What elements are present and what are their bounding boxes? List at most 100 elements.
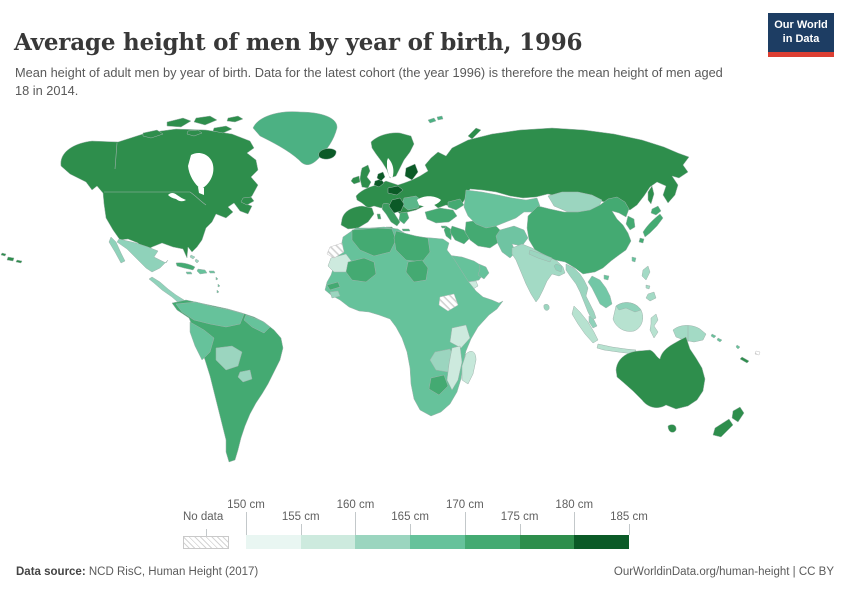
- legend-tick-3: [410, 524, 412, 535]
- region-vanuatu[interactable]: [735, 344, 741, 350]
- region-canadian-arctic-islands[interactable]: [142, 115, 244, 139]
- region-crete[interactable]: [401, 228, 411, 232]
- region-jamaica[interactable]: [185, 271, 193, 275]
- canada-us-border: [104, 191, 207, 206]
- region-newfoundland[interactable]: [240, 196, 255, 206]
- legend-tick-label-2: 160 cm: [336, 499, 375, 511]
- legend-color-bar: [246, 535, 630, 549]
- region-mozambique[interactable]: [446, 345, 463, 391]
- region-sulawesi[interactable]: [649, 313, 659, 339]
- region-mexico[interactable]: [116, 238, 169, 273]
- region-guyanas[interactable]: [243, 314, 271, 334]
- region-western-sahara[interactable]: [326, 242, 345, 259]
- region-caucasus[interactable]: [447, 198, 465, 211]
- legend-no-data-tick: [206, 529, 207, 536]
- region-korea[interactable]: [625, 215, 636, 231]
- region-lesser-antilles[interactable]: [215, 276, 221, 294]
- region-svalbard[interactable]: [427, 115, 444, 124]
- region-novaya-zemlya[interactable]: [467, 127, 482, 140]
- region-colombia-venezuela[interactable]: [175, 301, 245, 328]
- region-tanzania[interactable]: [449, 324, 471, 349]
- region-iberia[interactable]: [340, 205, 375, 230]
- region-chad[interactable]: [405, 259, 429, 283]
- region-denmark[interactable]: [376, 171, 386, 182]
- region-hispaniola[interactable]: [196, 268, 208, 275]
- legend-tick-1: [300, 524, 302, 535]
- region-scandinavia[interactable]: [370, 132, 415, 179]
- region-malaysia-borneo[interactable]: [615, 302, 642, 313]
- region-fiji[interactable]: [754, 350, 761, 356]
- legend-no-data-label: No data: [183, 511, 224, 523]
- region-oman[interactable]: [477, 263, 490, 280]
- legend-bin-2[interactable]: [355, 535, 411, 549]
- region-algeria[interactable]: [351, 227, 397, 257]
- region-mali[interactable]: [345, 257, 377, 283]
- region-malay-peninsula[interactable]: [588, 315, 598, 329]
- region-bahamas[interactable]: [189, 254, 200, 264]
- region-cuba[interactable]: [175, 262, 196, 271]
- region-solomon-islands[interactable]: [710, 333, 723, 343]
- region-botswana[interactable]: [428, 374, 449, 396]
- owid-logo[interactable]: Our World in Data: [768, 13, 834, 57]
- legend-bin-4[interactable]: [464, 535, 520, 549]
- legend-bin-3[interactable]: [410, 535, 465, 549]
- region-sardinia[interactable]: [376, 213, 382, 220]
- legend-no-data-swatch[interactable]: [183, 536, 229, 549]
- legend-bin-1[interactable]: [300, 535, 356, 549]
- region-south-sudan[interactable]: [438, 293, 459, 312]
- region-hainan[interactable]: [603, 274, 610, 281]
- region-bolivia[interactable]: [215, 345, 243, 371]
- region-baja-california[interactable]: [108, 236, 126, 264]
- region-aleutian-islands[interactable]: [0, 252, 23, 264]
- region-china[interactable]: [526, 196, 632, 275]
- region-myanmar-thailand[interactable]: [565, 263, 597, 321]
- region-madagascar[interactable]: [461, 351, 477, 385]
- region-eurasia-russia-europe[interactable]: [355, 127, 690, 215]
- region-paraguay[interactable]: [237, 369, 253, 383]
- region-taiwan[interactable]: [631, 256, 637, 263]
- region-iraq[interactable]: [449, 225, 471, 245]
- region-balkans-dark[interactable]: [388, 197, 405, 214]
- region-czechia-slovakia[interactable]: [387, 185, 404, 196]
- region-mongolia[interactable]: [547, 191, 603, 213]
- page-title: Average height of men by year of birth, …: [14, 29, 583, 57]
- region-nepal[interactable]: [528, 249, 553, 263]
- legend-tick-label-7: 185 cm: [610, 511, 648, 523]
- region-central-america[interactable]: [148, 276, 185, 305]
- legend-bin-5[interactable]: [519, 535, 575, 549]
- region-north-america[interactable]: [60, 128, 259, 259]
- region-japan[interactable]: [638, 205, 664, 244]
- region-iceland[interactable]: [318, 148, 337, 160]
- legend-tick-7: [629, 524, 630, 535]
- region-guinea[interactable]: [329, 290, 341, 299]
- region-sumatra[interactable]: [571, 305, 599, 344]
- region-australia[interactable]: [615, 336, 706, 410]
- region-ecuador-peru[interactable]: [189, 321, 215, 361]
- region-vietnam-laos-cambodia[interactable]: [587, 275, 613, 309]
- legend-bin-0[interactable]: [246, 535, 301, 549]
- region-ireland[interactable]: [350, 175, 361, 185]
- region-new-caledonia[interactable]: [739, 356, 750, 364]
- region-black-sea: [417, 196, 441, 207]
- region-greece[interactable]: [398, 211, 410, 225]
- region-new-guinea[interactable]: [672, 325, 707, 343]
- region-baltic-states[interactable]: [404, 163, 419, 181]
- footer-link[interactable]: OurWorldinData.org/human-height | CC BY: [613, 566, 834, 578]
- legend-bin-6[interactable]: [574, 535, 630, 549]
- region-greenland[interactable]: [252, 111, 338, 165]
- region-philippines[interactable]: [641, 265, 657, 302]
- region-puerto-rico[interactable]: [208, 270, 216, 274]
- region-kazakhstan-central-asia[interactable]: [463, 189, 541, 229]
- legend-tick-2: [355, 512, 357, 535]
- region-great-britain[interactable]: [359, 164, 372, 189]
- region-sakhalin[interactable]: [647, 185, 655, 205]
- region-tasmania[interactable]: [667, 424, 677, 433]
- region-turkey[interactable]: [424, 207, 458, 224]
- region-sri-lanka[interactable]: [543, 303, 550, 311]
- legend-tick-4: [464, 512, 466, 535]
- region-new-zealand-north[interactable]: [731, 406, 745, 423]
- region-new-zealand-south[interactable]: [712, 418, 734, 438]
- region-senegal[interactable]: [326, 281, 341, 291]
- region-bangladesh[interactable]: [553, 263, 563, 273]
